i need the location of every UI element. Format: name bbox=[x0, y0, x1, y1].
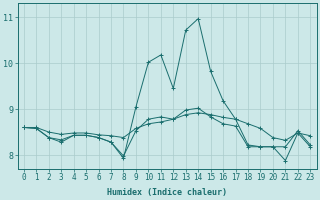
X-axis label: Humidex (Indice chaleur): Humidex (Indice chaleur) bbox=[107, 188, 227, 197]
